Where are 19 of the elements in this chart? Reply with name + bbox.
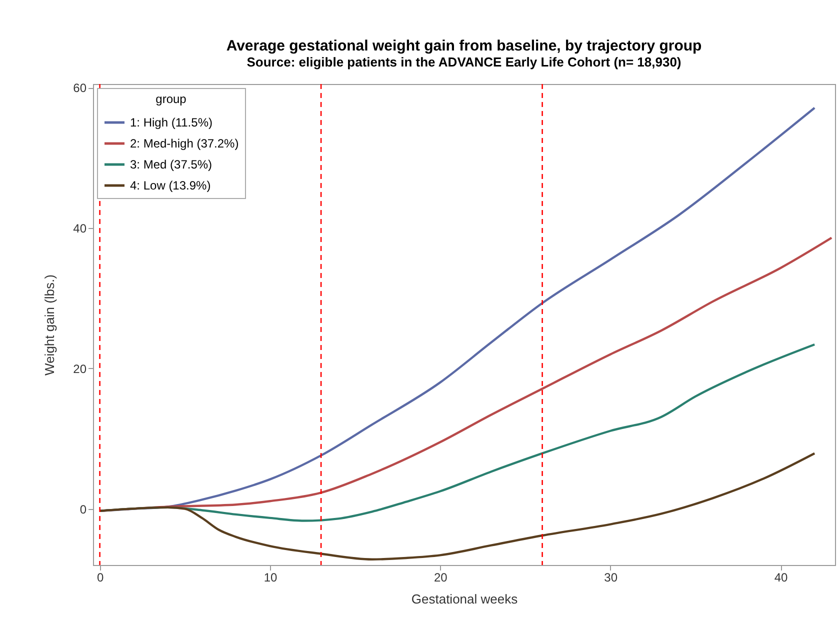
x-tick-label: 20 — [434, 570, 448, 584]
legend-label: 2: Med-high (37.2%) — [130, 136, 239, 150]
legend-title: group — [156, 92, 187, 106]
y-axis-title: Weight gain (lbs.) — [42, 274, 58, 376]
y-tick-label: 40 — [73, 221, 87, 236]
legend-label: 1: High (11.5%) — [130, 116, 212, 130]
legend-label: 3: Med (37.5%) — [130, 158, 212, 172]
legend-label: 4: Low (13.9%) — [130, 178, 211, 192]
x-tick-label: 10 — [264, 570, 278, 584]
x-axis-title: Gestational weeks — [411, 592, 518, 606]
chart-subtitle: Source: eligible patients in the ADVANCE Early Life Cohort (n= 18,930) — [246, 54, 682, 70]
x-tick-label: 30 — [604, 570, 618, 584]
x-tick-label: 0 — [96, 570, 104, 584]
x-tick-label: 40 — [774, 570, 788, 584]
y-tick-label: 20 — [73, 362, 87, 376]
line-series — [98, 452, 816, 560]
y-tick-label: 0 — [80, 502, 87, 516]
y-tick-label: 60 — [73, 81, 87, 96]
chart-title: Average gestational weight gain from baseline, by trajectory group — [226, 38, 702, 55]
